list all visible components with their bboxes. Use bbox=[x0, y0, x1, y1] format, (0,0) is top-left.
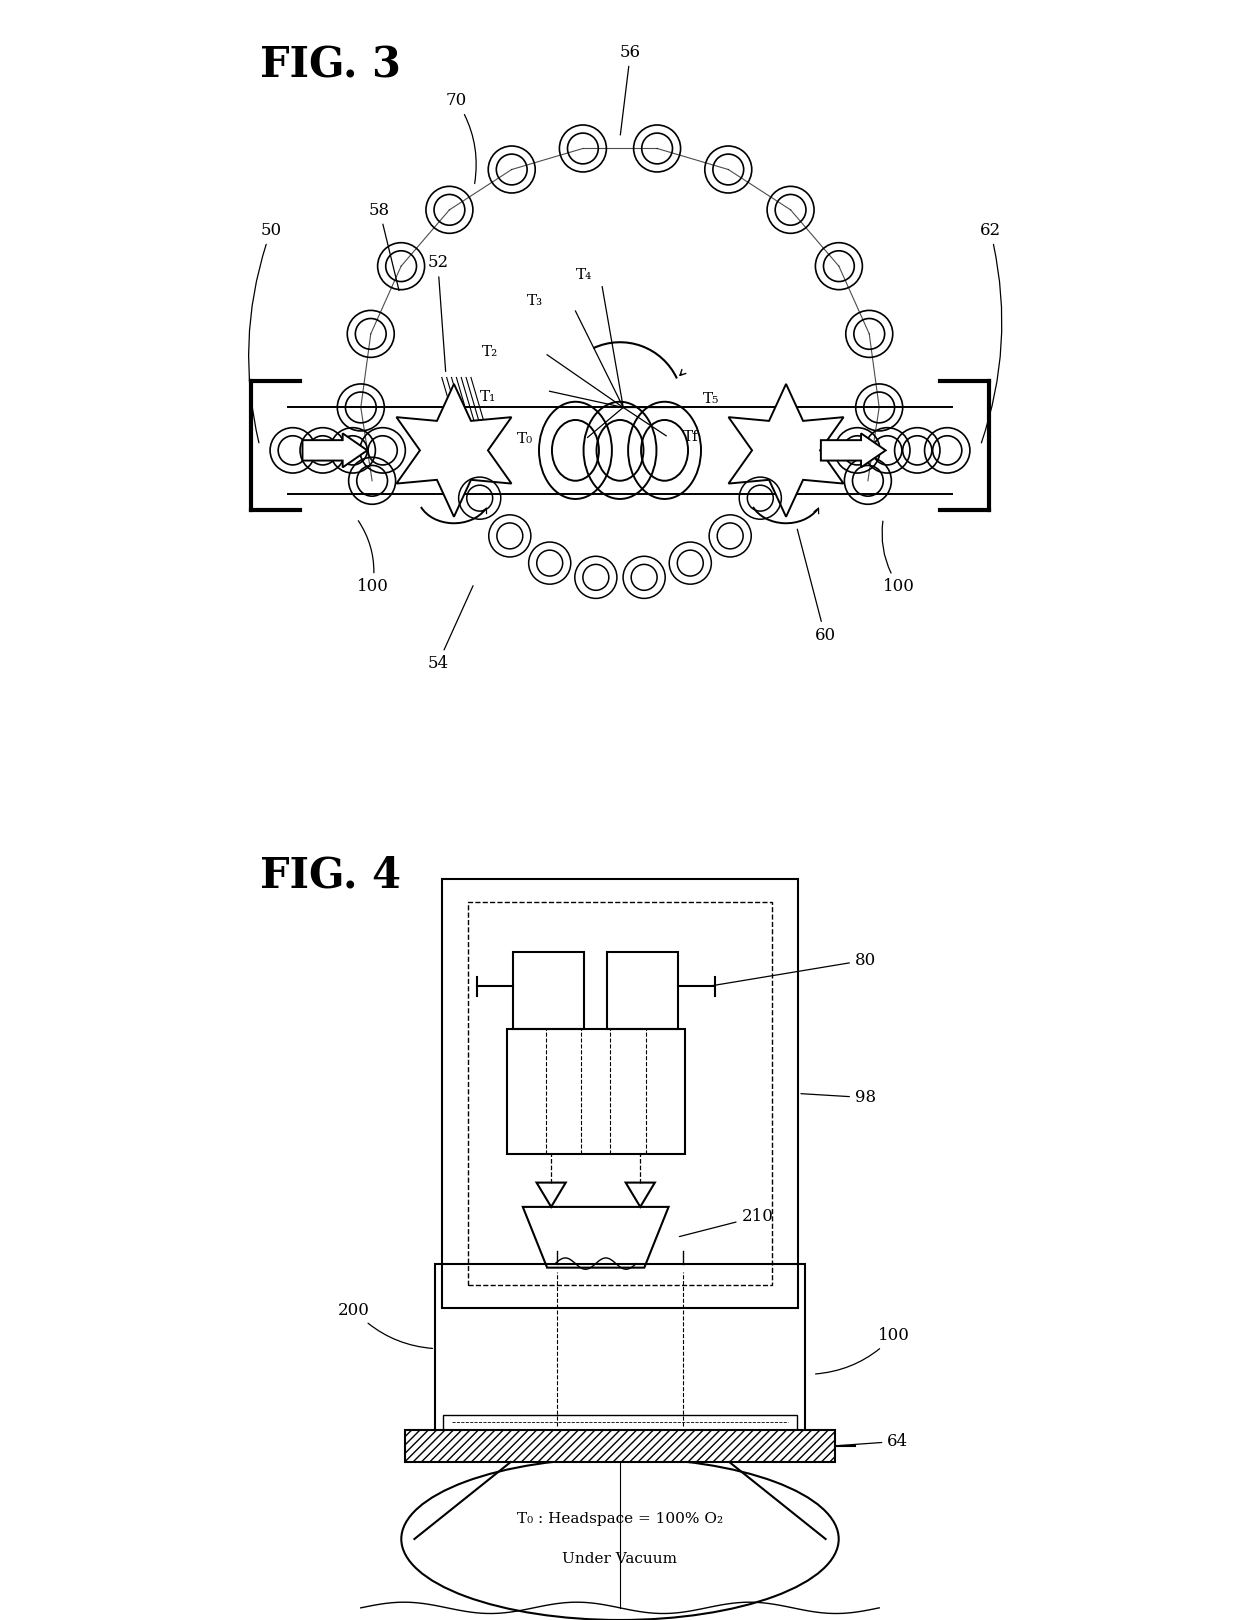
Text: T₂: T₂ bbox=[482, 345, 498, 360]
Text: 58: 58 bbox=[370, 201, 399, 290]
Bar bbox=[513, 953, 584, 1029]
Text: 60: 60 bbox=[797, 530, 836, 643]
Text: FIG. 3: FIG. 3 bbox=[259, 45, 401, 86]
Text: 200: 200 bbox=[339, 1301, 433, 1348]
Text: 62: 62 bbox=[980, 222, 1002, 442]
Polygon shape bbox=[523, 1207, 668, 1267]
Text: 100: 100 bbox=[816, 1327, 909, 1374]
Bar bbox=[507, 1029, 684, 1153]
Bar bbox=[608, 953, 678, 1029]
Text: 70: 70 bbox=[446, 92, 476, 183]
Text: 54: 54 bbox=[428, 586, 472, 672]
Polygon shape bbox=[729, 384, 843, 517]
Bar bbox=[444, 1416, 796, 1429]
Text: T₅: T₅ bbox=[703, 392, 719, 405]
Text: 100: 100 bbox=[882, 522, 915, 595]
Text: 56: 56 bbox=[620, 44, 641, 134]
Text: 98: 98 bbox=[801, 1089, 875, 1106]
Text: 210: 210 bbox=[680, 1209, 774, 1236]
Text: T₄: T₄ bbox=[575, 269, 591, 282]
Text: 50: 50 bbox=[248, 222, 281, 442]
Text: 52: 52 bbox=[428, 254, 449, 371]
Polygon shape bbox=[303, 433, 367, 467]
Bar bbox=[441, 878, 799, 1309]
Polygon shape bbox=[397, 384, 511, 517]
Text: T₁: T₁ bbox=[480, 390, 496, 403]
Text: T₃: T₃ bbox=[527, 295, 543, 308]
Text: T₀: T₀ bbox=[517, 433, 533, 446]
Text: 64: 64 bbox=[837, 1432, 909, 1450]
Text: 100: 100 bbox=[357, 520, 388, 595]
Bar bbox=[405, 1429, 835, 1461]
Text: T₀ : Headspace = 100% O₂: T₀ : Headspace = 100% O₂ bbox=[517, 1511, 723, 1526]
Text: 80: 80 bbox=[712, 951, 877, 985]
Text: Under Vacuum: Under Vacuum bbox=[563, 1552, 677, 1567]
Text: Tf: Tf bbox=[682, 431, 698, 444]
Polygon shape bbox=[821, 433, 885, 467]
Bar bbox=[435, 1264, 805, 1434]
Text: FIG. 4: FIG. 4 bbox=[259, 855, 401, 896]
Bar bbox=[467, 901, 773, 1286]
